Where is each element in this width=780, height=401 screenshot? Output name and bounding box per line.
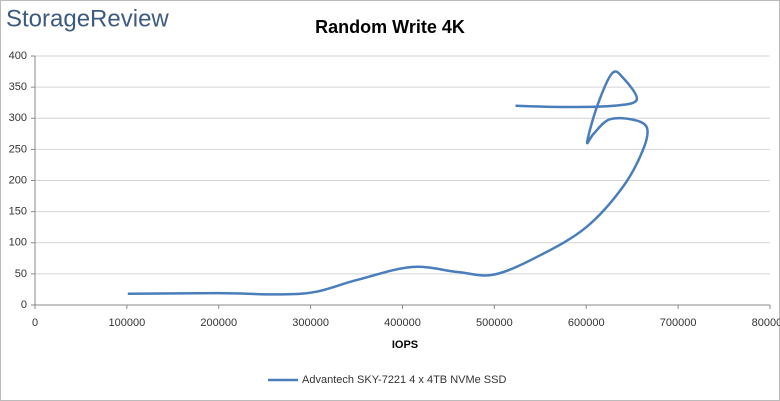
- y-tick-label: 150: [9, 206, 27, 218]
- y-tick-label: 300: [9, 112, 27, 124]
- brand-logo: StorageReview: [6, 5, 169, 32]
- y-tick-label: 200: [9, 174, 27, 186]
- x-tick-label: 0: [32, 317, 38, 329]
- x-tick-label: 300000: [292, 317, 329, 329]
- y-tick-label: 250: [9, 143, 27, 155]
- y-tick-label: 50: [15, 268, 27, 280]
- x-tick-label: 800000: [752, 317, 780, 329]
- data-line: [127, 70, 649, 296]
- x-tick-label: 200000: [200, 317, 237, 329]
- y-tick-label: 0: [21, 299, 27, 311]
- chart-title: Random Write 4K: [315, 17, 465, 37]
- x-tick-label: 500000: [476, 317, 513, 329]
- x-tick-label: 100000: [109, 317, 146, 329]
- x-axis-label: IOPS: [392, 339, 418, 351]
- x-tick-label: 400000: [384, 317, 421, 329]
- y-tick-label: 400: [9, 50, 27, 62]
- y-tick-label: 100: [9, 237, 27, 249]
- x-tick-label: 600000: [568, 317, 605, 329]
- y-tick-label: 350: [9, 81, 27, 93]
- x-tick-label: 700000: [660, 317, 697, 329]
- legend-label: Advantech SKY-7221 4 x 4TB NVMe SSD: [302, 374, 506, 386]
